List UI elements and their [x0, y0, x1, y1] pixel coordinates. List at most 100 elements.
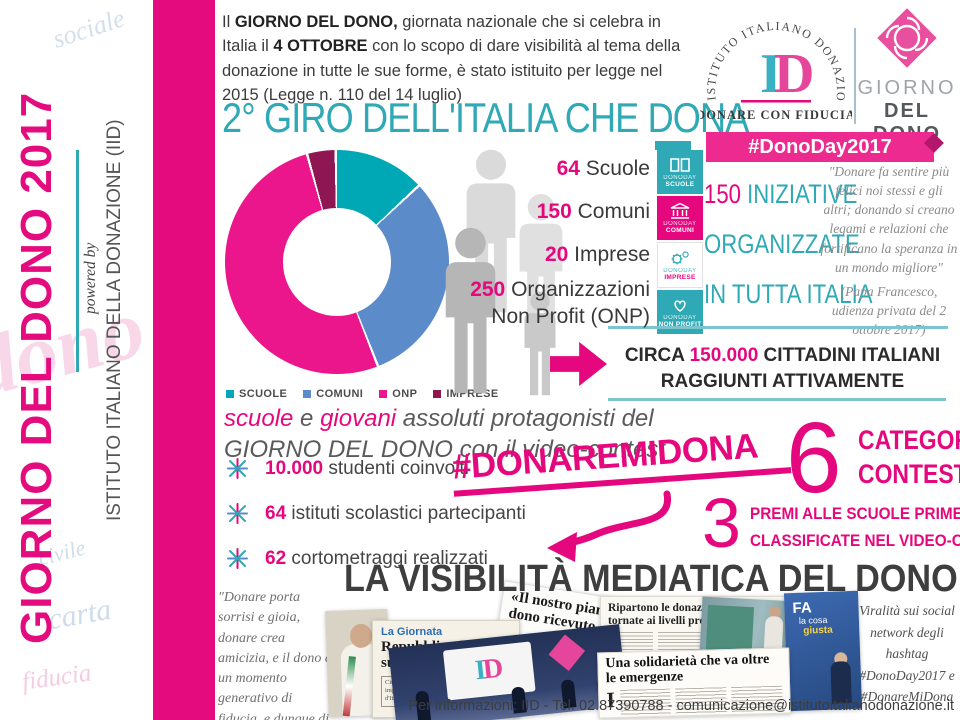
donut-hole: [283, 208, 391, 316]
stat-comuni: 150 Comuni: [537, 200, 650, 224]
reach-statement: CIRCA 150.000 CITTADINI ITALIANI RAGGIUNT…: [615, 343, 950, 394]
donut-chart: [225, 150, 449, 374]
footer-contact-info: Per informazioni: IID - Tel. 02.87390788…: [408, 698, 954, 714]
bullet-studenti: 10.000 studenti coinvolti: [224, 455, 469, 482]
legend-swatch: [433, 390, 442, 398]
prize-line: PREMI ALLE SCUOLE PRIME: [750, 504, 960, 523]
book-icon: [670, 158, 690, 172]
bullet-value: 62: [265, 547, 287, 569]
iid-underline: [741, 100, 811, 103]
legend-swatch: [226, 390, 234, 398]
asterisk-star-icon: [227, 458, 248, 479]
stat-value: 64: [556, 157, 580, 180]
bullet-label: studenti coinvolti: [328, 457, 469, 479]
badge-comuni: DONODAY COMUNI: [657, 196, 703, 240]
badge-name: SCUOLE: [665, 181, 695, 188]
stat-label: Scuole: [585, 157, 650, 180]
gears-icon: [671, 251, 689, 265]
stat-scuole: 64 Scuole: [557, 157, 650, 181]
asterisk-star-icon: [227, 503, 248, 524]
pink-side-bar: [153, 0, 215, 720]
stat-label: Imprese: [574, 243, 650, 266]
giorno-del-dono-logo: GIORNO DEL DONO: [856, 6, 958, 146]
stat-imprese: 20 Imprese: [545, 243, 650, 267]
asterisk-star-icon: [227, 548, 248, 569]
page-title: 2° GIRO DELL'ITALIA CHE DONA: [222, 94, 749, 141]
tv-clipping-fa-cosa-giusta: FA la cosa giusta: [783, 590, 863, 712]
iid-monogram-i: I: [760, 43, 782, 105]
sidebar-divider-line: [76, 150, 79, 372]
legend-label: COMUNI: [316, 388, 364, 400]
category-badges: DONODAY SCUOLE DONODAY COMUNI DONODAY IM…: [657, 150, 703, 334]
prizes-number: 3: [702, 484, 741, 562]
prota-text: e: [293, 405, 321, 432]
studio-monogram-d: D: [481, 652, 505, 686]
separator-line: [608, 398, 946, 401]
badge-name: IMPRESE: [664, 274, 696, 281]
iid-logo: ISTITUTO ITALIANO DONAZIONE I D DONARE C…: [700, 4, 852, 122]
iniziative-block: 150 INIZIATIVE ORGANIZZATE IN TUTTA ITALIA: [704, 170, 873, 320]
legend-swatch: [379, 390, 388, 398]
iid-monogram-d: D: [774, 43, 814, 105]
highlight-giovani: giovani: [320, 405, 397, 432]
quote-papa-francesco: "Donare fa sentire più felici noi stessi…: [820, 162, 958, 339]
badge-brand: DONODAY: [663, 175, 697, 181]
prota-text: assoluti protagonisti del: [396, 405, 654, 432]
iid-tagline: DONARE CON FIDUCIA: [700, 108, 852, 122]
stat-label: Organizzazioni: [511, 278, 650, 301]
organization-name-vertical: ISTITUTO ITALIANO DELLA DONAZIONE (IID): [104, 119, 125, 521]
donoday-ribbon: #DonoDay2017: [706, 132, 934, 162]
legend-label: SCUOLE: [239, 388, 288, 400]
highlight-scuole: scuole: [224, 405, 294, 432]
badge-brand: DONODAY: [663, 315, 697, 321]
studio-diamond-logo: [548, 634, 586, 672]
bullet-value: 64: [265, 502, 287, 524]
intro-text: Il: [222, 13, 235, 31]
protagonists-statement: scuole e giovani assoluti protagonisti d…: [224, 403, 665, 465]
tv-show-title: giusta: [803, 624, 833, 637]
badge-name: NON PROFIT: [658, 321, 702, 328]
gdd-wordmark-line1: GIORNO: [857, 77, 957, 99]
media-section-title: LA VISIBILITÀ MEDIATICA DEL DONO: [344, 558, 958, 600]
badge-scuole: DONODAY SCUOLE: [657, 150, 703, 194]
bank-icon: [670, 202, 690, 219]
bullet-label: cortometraggi realizzati: [291, 547, 488, 569]
title-accent-dash: [655, 141, 691, 150]
quote-attribution: (Papa Francesco, udienza privata del 2 o…: [831, 283, 947, 338]
bullet-istituti: 64 istituti scolastici partecipanti: [224, 500, 526, 527]
legend-swatch: [303, 390, 312, 398]
prota-text: GIORNO DEL DONO con il video-contest: [224, 436, 666, 464]
curved-arrow-icon: [547, 490, 671, 562]
intro-text: con lo scopo di dare visibilità al tema …: [222, 37, 681, 105]
quote-text: "Donare fa sentire più felici noi stessi…: [820, 164, 958, 275]
event-title-vertical: GIORNO DEL DONO 2017: [12, 91, 61, 645]
intro-text: giornata nazionale che si celebra in Ita…: [222, 13, 661, 56]
badge-brand: DONODAY: [663, 221, 697, 227]
reach-text: CIRCA: [624, 345, 690, 366]
legend-item: COMUNI: [303, 388, 363, 400]
contest-line: CONTEST: [858, 458, 960, 489]
reach-number: 150.000: [689, 345, 759, 366]
stat-label: Comuni: [577, 200, 650, 223]
iniziative-number: 150: [704, 179, 741, 209]
separator-line: [608, 326, 948, 329]
legend-item: ONP: [379, 388, 417, 400]
iniziative-line: IN TUTTA ITALIA: [704, 278, 873, 309]
bullet-label: istituti scolastici partecipanti: [291, 502, 526, 524]
stat-value: 150: [536, 200, 572, 223]
stat-onp: 250 Organizzazioni Non Profit (ONP): [450, 276, 650, 331]
prize-line: CLASSIFICATE NEL VIDEO-CONTEST: [750, 531, 960, 551]
badge-imprese: DONODAY IMPRESE: [657, 242, 703, 288]
clipping-headline: Una solidarietà che va oltre le emergenz…: [605, 652, 770, 686]
clipping-kicker: La Giornata: [381, 626, 443, 638]
quote-mattarella: "Donare porta sorrisi e gioia, donare cr…: [218, 588, 338, 720]
gdd-diamond-icon: [877, 8, 937, 68]
reach-text: RAGGIUNTI ATTIVAMENTE: [660, 370, 905, 392]
contest-line: CATEGORIE: [858, 425, 960, 455]
intro-paragraph: Il GIORNO DEL DONO, giornata nazionale c…: [222, 10, 700, 108]
stat-label: Non Profit (ONP): [491, 305, 650, 329]
iniziative-line: INIZIATIVE: [740, 179, 858, 209]
reach-text: CITTADINI ITALIANI: [758, 345, 941, 366]
legend-item: SCUOLE: [226, 388, 287, 400]
